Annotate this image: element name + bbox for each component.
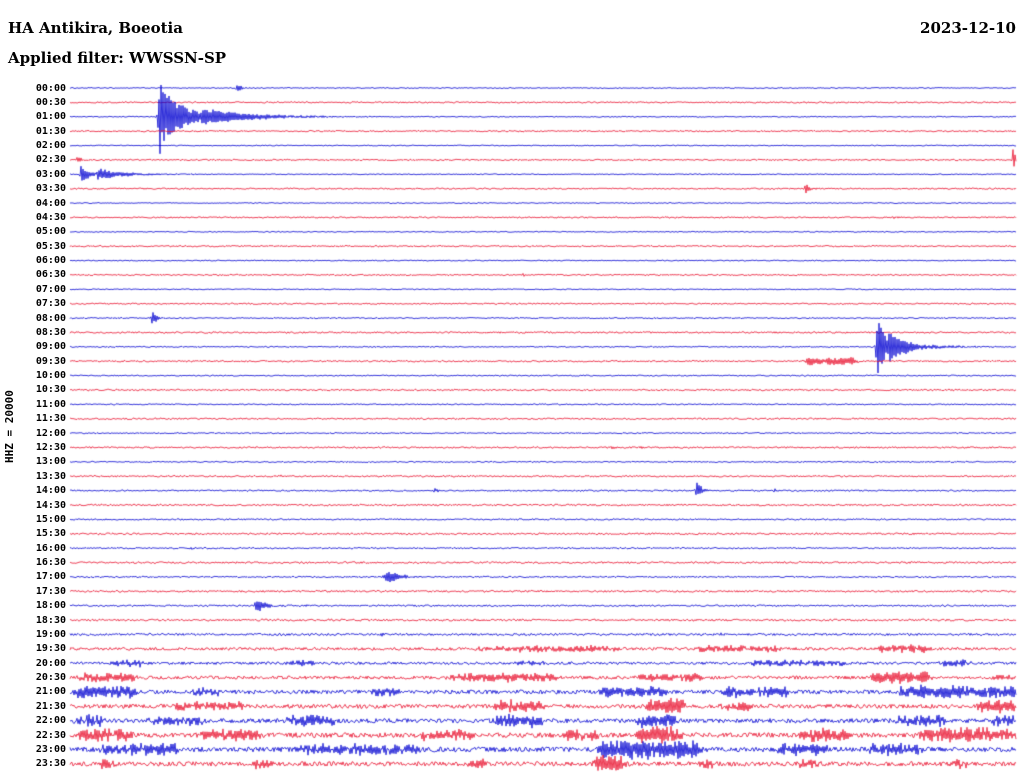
time-label: 16:30: [35, 557, 66, 569]
time-label: 01:00: [35, 111, 66, 123]
time-label: 05:00: [35, 226, 66, 238]
time-label: 20:30: [35, 672, 66, 684]
time-label: 05:30: [35, 240, 66, 252]
time-label: 02:00: [35, 140, 66, 152]
time-label: 03:00: [35, 168, 66, 180]
time-label: 14:30: [35, 499, 66, 511]
date-label: 2023-12-10: [920, 19, 1016, 37]
time-label: 10:30: [35, 384, 66, 396]
time-label: 06:30: [35, 269, 66, 281]
time-label: 16:00: [35, 542, 66, 554]
time-label: 23:00: [35, 743, 66, 755]
time-label: 19:00: [35, 628, 66, 640]
time-label: 00:30: [35, 96, 66, 108]
time-label: 03:30: [35, 183, 66, 195]
time-label: 06:00: [35, 255, 66, 267]
time-label: 18:00: [35, 600, 66, 612]
time-label: 17:30: [35, 585, 66, 597]
time-label: 07:00: [35, 283, 66, 295]
time-label: 22:00: [35, 715, 66, 727]
time-label: 18:30: [35, 614, 66, 626]
time-label: 20:00: [35, 657, 66, 669]
time-label: 10:00: [35, 370, 66, 382]
time-label: 12:00: [35, 427, 66, 439]
station-title: HA Antikira, Boeotia: [8, 19, 183, 37]
time-label: 04:00: [35, 197, 66, 209]
time-label: 11:00: [35, 398, 66, 410]
time-label: 02:30: [35, 154, 66, 166]
time-label: 09:00: [35, 341, 66, 353]
scale-label: HHZ = 20000: [3, 390, 16, 463]
time-label: 19:30: [35, 643, 66, 655]
time-label: 14:00: [35, 485, 66, 497]
time-label: 17:00: [35, 571, 66, 583]
time-label: 21:00: [35, 686, 66, 698]
time-label: 07:30: [35, 298, 66, 310]
time-label: 08:00: [35, 312, 66, 324]
time-label: 09:30: [35, 355, 66, 367]
time-label: 22:30: [35, 729, 66, 741]
time-label: 23:30: [35, 758, 66, 770]
time-label: 13:30: [35, 470, 66, 482]
time-label: 00:00: [35, 82, 66, 94]
time-label: 12:30: [35, 442, 66, 453]
filter-label: Applied filter: WWSSN-SP: [8, 49, 227, 67]
time-label: 11:30: [35, 413, 66, 425]
time-label: 01:30: [35, 125, 66, 137]
time-label: 15:30: [35, 528, 66, 540]
time-label: 04:30: [35, 211, 66, 223]
time-label: 21:30: [35, 700, 66, 712]
time-label: 15:00: [35, 513, 66, 525]
time-label: 08:30: [35, 326, 66, 338]
time-label: 13:00: [35, 456, 66, 468]
